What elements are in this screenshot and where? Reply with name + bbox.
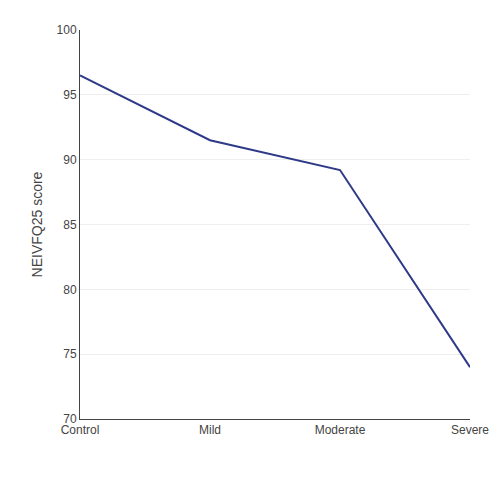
svg-text:Control: Control xyxy=(61,423,100,437)
svg-text:Moderate: Moderate xyxy=(315,423,366,437)
svg-text:70: 70 xyxy=(63,412,77,426)
svg-text:95: 95 xyxy=(63,88,77,102)
svg-text:85: 85 xyxy=(63,218,77,232)
svg-text:90: 90 xyxy=(63,153,77,167)
svg-text:100: 100 xyxy=(57,23,77,37)
svg-text:Severe: Severe xyxy=(451,423,489,437)
svg-text:75: 75 xyxy=(63,347,77,361)
svg-text:Mild: Mild xyxy=(199,423,221,437)
svg-text:80: 80 xyxy=(63,283,77,297)
svg-text:NEIVFQ25 score: NEIVFQ25 score xyxy=(29,171,45,277)
